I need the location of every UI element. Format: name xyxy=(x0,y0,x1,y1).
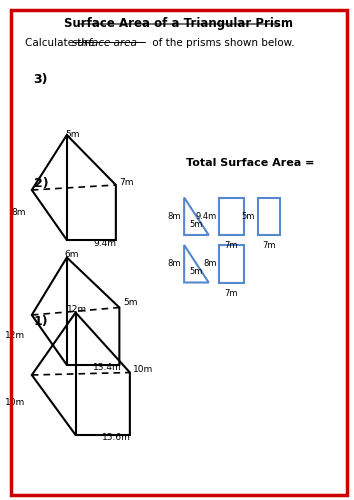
Bar xyxy=(258,198,280,235)
Text: Surface Area of a Triangular Prism: Surface Area of a Triangular Prism xyxy=(64,18,293,30)
Text: 9.4m: 9.4m xyxy=(93,238,116,248)
Text: 7m: 7m xyxy=(119,178,134,187)
Text: 8m: 8m xyxy=(203,259,217,268)
Text: 15.6m: 15.6m xyxy=(102,434,131,442)
Text: 7m: 7m xyxy=(225,241,238,250)
Bar xyxy=(219,198,244,235)
Text: 8m: 8m xyxy=(11,208,26,217)
Text: 5m: 5m xyxy=(123,298,137,307)
Text: Calculate the: Calculate the xyxy=(25,38,97,48)
Text: 5m: 5m xyxy=(242,212,255,221)
Text: 12m: 12m xyxy=(67,305,87,314)
Text: 5m: 5m xyxy=(190,220,203,229)
Text: Total Surface Area =: Total Surface Area = xyxy=(186,158,314,168)
Text: 9.4m: 9.4m xyxy=(195,212,217,221)
Text: 12m: 12m xyxy=(5,330,25,340)
Text: 2): 2) xyxy=(34,178,48,190)
Text: 10m: 10m xyxy=(133,364,154,374)
Bar xyxy=(219,245,244,282)
Text: 13.4m: 13.4m xyxy=(93,364,122,372)
Text: 8m: 8m xyxy=(167,212,181,221)
Text: surface area: surface area xyxy=(72,38,137,48)
Text: 6m: 6m xyxy=(65,250,79,259)
Text: 5m: 5m xyxy=(190,268,203,276)
Text: of the prisms shown below.: of the prisms shown below. xyxy=(149,38,295,48)
Text: 7m: 7m xyxy=(225,288,238,298)
Text: 3): 3) xyxy=(34,72,48,86)
Text: 7m: 7m xyxy=(262,241,276,250)
Text: 1): 1) xyxy=(34,315,48,328)
Text: 10m: 10m xyxy=(5,398,25,407)
Text: 8m: 8m xyxy=(167,259,181,268)
Text: 5m: 5m xyxy=(65,130,79,139)
